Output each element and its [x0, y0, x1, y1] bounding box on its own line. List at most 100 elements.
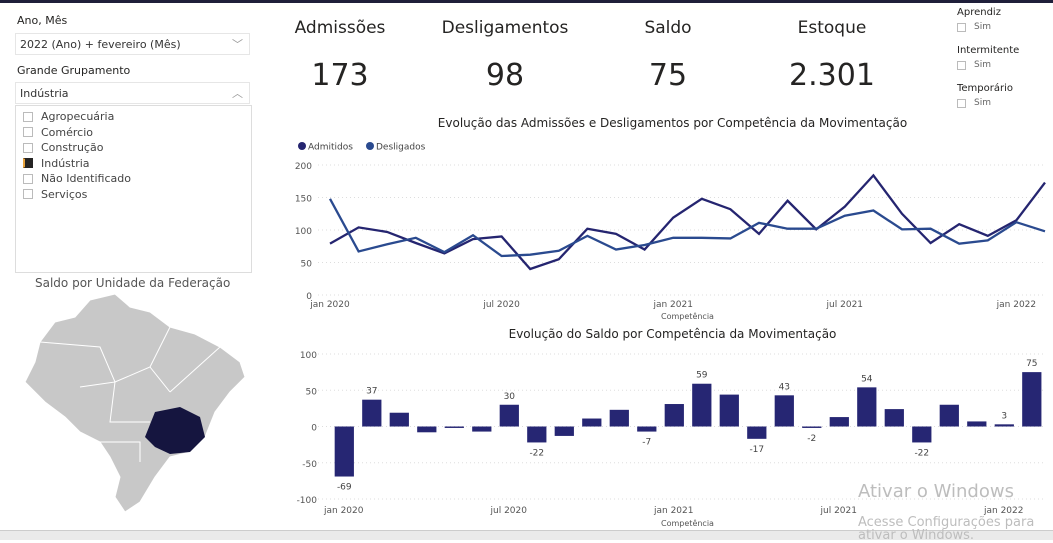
ano-mes-dropdown[interactable]: 2022 (Ano) + fevereiro (Mês) ﹀ — [15, 33, 250, 55]
line-chart[interactable]: 0 50 100 150 200 jan 2020 jul 2020 jan 2021 jul … — [290, 135, 1050, 325]
flag-option[interactable]: Sim — [957, 22, 1001, 32]
grupo-option[interactable]: Indústria — [16, 156, 251, 172]
x-axis-label: Competência — [661, 518, 714, 528]
option-label: Construção — [41, 141, 104, 155]
bar — [609, 409, 629, 427]
bar-chart-title: Evolução do Saldo por Competência da Mov… — [508, 327, 837, 341]
bar — [719, 394, 739, 427]
checkbox[interactable] — [957, 60, 966, 70]
map-state-borders — [39, 326, 221, 462]
kpi-value: 2.301 — [789, 58, 875, 93]
bar — [829, 417, 849, 427]
series-line-admitidos — [329, 173, 1046, 271]
option-label: Serviços — [41, 187, 88, 201]
legend-marker — [366, 142, 374, 150]
bar — [802, 426, 822, 428]
bar — [444, 426, 464, 428]
checkbox[interactable] — [957, 98, 966, 108]
x-tick-label: jan 2022 — [983, 506, 1024, 516]
grupo-option[interactable]: Agropecuária — [16, 109, 251, 125]
data-label: 30 — [504, 392, 516, 402]
data-label: 54 — [861, 374, 873, 384]
kpi-title: Saldo — [644, 18, 692, 38]
flag-title: Aprendiz — [957, 7, 1001, 18]
checkbox[interactable] — [23, 189, 33, 200]
grupo-option[interactable]: Serviços — [16, 187, 251, 203]
x-tick-label: jul 2020 — [482, 300, 520, 310]
data-label: 3 — [1001, 411, 1007, 421]
kpi-title: Admissões — [294, 18, 386, 38]
bar — [472, 426, 492, 432]
bottom-bar — [0, 530, 1053, 540]
kpi-value: 75 — [648, 58, 688, 93]
checkbox[interactable] — [23, 158, 33, 169]
y-tick-label: 100 — [295, 227, 312, 237]
bar-chart[interactable]: -100 -50 0 50 100 -69 37 30 -22 -7 59 -17 43 -2 54 -22 3… — [290, 343, 1050, 530]
y-tick-label: -100 — [297, 496, 318, 506]
option-label: Indústria — [41, 156, 90, 170]
bar — [912, 426, 932, 443]
option-label: Sim — [974, 98, 991, 108]
bar — [389, 412, 409, 427]
chevron-down-icon: ﹀ — [232, 38, 243, 51]
data-label: -69 — [337, 483, 352, 493]
bar — [884, 409, 904, 427]
kpi-value: 98 — [485, 58, 525, 93]
data-label: 43 — [779, 382, 790, 392]
watermark-text: Acesse Configurações para ativar o Windo… — [858, 515, 1035, 543]
ano-mes-value: 2022 (Ano) + fevereiro (Mês) — [20, 38, 181, 51]
y-tick-label: 200 — [295, 162, 312, 172]
x-axis-label: Competência — [661, 311, 714, 321]
bar — [527, 426, 547, 443]
y-tick-label: 0 — [306, 292, 312, 302]
option-label: Sim — [974, 60, 991, 70]
bar — [939, 404, 959, 427]
bar — [637, 426, 657, 432]
grupo-option[interactable]: Não Identificado — [16, 171, 251, 187]
flag-option[interactable]: Sim — [957, 98, 1013, 108]
option-label: Sim — [974, 22, 991, 32]
option-label: Não Identificado — [41, 172, 131, 186]
bar — [334, 426, 354, 477]
bar — [857, 387, 877, 427]
bar — [554, 426, 574, 436]
y-tick-label: 150 — [295, 195, 312, 205]
flag-filter: Temporário Sim — [957, 83, 1013, 108]
bar — [417, 426, 437, 433]
brazil-map[interactable] — [20, 292, 250, 517]
x-tick-label: jan 2020 — [309, 300, 350, 310]
data-label: 75 — [1026, 359, 1037, 369]
flag-option[interactable]: Sim — [957, 60, 1019, 70]
checkbox[interactable] — [957, 22, 966, 32]
data-label: -22 — [914, 448, 929, 458]
data-label: -2 — [807, 434, 816, 444]
bar — [582, 418, 602, 427]
legend-marker — [298, 142, 306, 150]
top-bar — [0, 0, 1053, 3]
watermark-title: Ativar o Windows — [858, 481, 1014, 502]
checkbox[interactable] — [23, 127, 33, 138]
bar — [967, 421, 987, 427]
grupo-option[interactable]: Construção — [16, 140, 251, 156]
checkbox[interactable] — [23, 173, 33, 184]
data-label: -17 — [749, 445, 764, 455]
x-tick-label: jan 2021 — [653, 506, 694, 516]
line-chart-title: Evolução das Admissões e Desligamentos p… — [437, 116, 908, 130]
legend-label: Admitidos — [308, 143, 353, 153]
data-label: 37 — [366, 387, 377, 397]
y-tick-label: 0 — [311, 424, 317, 434]
checkbox[interactable] — [23, 111, 33, 122]
y-tick-label: -50 — [302, 460, 317, 470]
map-region-brazil[interactable] — [24, 293, 246, 513]
checkbox[interactable] — [23, 142, 33, 153]
x-tick-label: jan 2022 — [996, 300, 1037, 310]
map-region-minas-gerais[interactable] — [145, 407, 205, 454]
x-tick-label: jul 2021 — [826, 300, 863, 310]
x-tick-label: jul 2020 — [490, 506, 528, 516]
bar — [994, 424, 1014, 427]
data-label: -7 — [642, 438, 651, 448]
grupo-dropdown[interactable]: Indústria ︿ — [15, 82, 250, 104]
grupo-option[interactable]: Comércio — [16, 125, 251, 141]
y-tick-label: 50 — [306, 387, 318, 397]
bar — [362, 399, 382, 427]
